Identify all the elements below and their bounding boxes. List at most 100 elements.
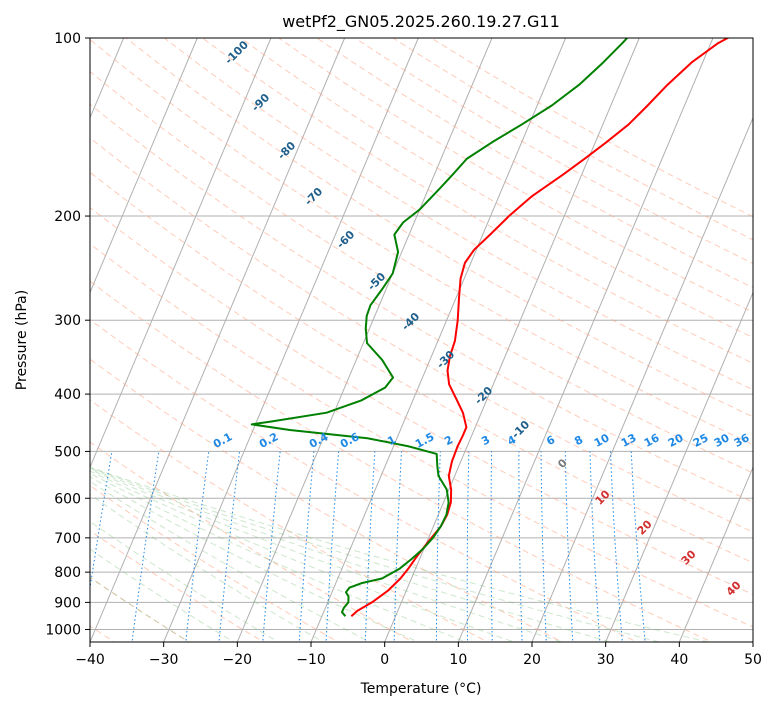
y-tick-label: 800 xyxy=(54,565,81,581)
isotherm-line xyxy=(384,38,640,642)
dry-adiabat-line xyxy=(202,38,753,364)
dry-adiabat-label: -40 xyxy=(399,310,422,333)
x-tick-label: 0 xyxy=(380,652,389,668)
isotherm-line xyxy=(752,640,753,642)
dry-adiabat-line xyxy=(90,243,753,628)
y-tick-label: 100 xyxy=(54,31,81,47)
x-axis: −40 −30 −20 −10 0 10 20 30 40 50 xyxy=(75,642,762,668)
moist-adiabat-line xyxy=(90,470,516,642)
isotherm-line xyxy=(163,38,419,642)
moist-adiabat-line xyxy=(90,468,564,642)
isotherm-line xyxy=(236,38,493,642)
profile-lines xyxy=(250,38,730,618)
chart-title: wetPf2_GN05.2025.260.19.27.G11 xyxy=(282,12,560,32)
mixing-ratio-line xyxy=(589,451,601,642)
x-tick-label: 10 xyxy=(449,652,467,668)
moist-adiabat-line xyxy=(90,493,325,642)
y-tick-label: 200 xyxy=(54,209,81,225)
dry-adiabat-label: 20 xyxy=(635,517,655,537)
mixing-ratio-label: 13 xyxy=(619,431,639,450)
mixing-ratio-line xyxy=(630,451,646,642)
mixing-ratio-line xyxy=(435,451,441,642)
x-tick-label: −20 xyxy=(223,652,253,668)
plot-frame xyxy=(89,37,754,643)
dry-adiabat-line xyxy=(430,38,753,218)
y-tick-label: 400 xyxy=(54,387,81,403)
dry-adiabat-line xyxy=(90,38,753,446)
y-axis: 100 200 300 400 500 600 700 800 900 1000 xyxy=(45,31,90,638)
mixing-ratio-line xyxy=(490,451,493,642)
mixing-ratio-label: 2 xyxy=(442,433,455,448)
mixing-ratio-line xyxy=(218,451,241,642)
y-tick-label: 300 xyxy=(54,313,81,329)
y-axis-label: Pressure (hPa) xyxy=(14,290,30,390)
mixing-ratio-label: 20 xyxy=(666,431,686,450)
mixing-ratio-line xyxy=(540,451,547,642)
mixing-ratio-label: 10 xyxy=(592,431,612,450)
mixing-ratio-label: 3 xyxy=(479,433,492,448)
x-axis-label: Temperature (°C) xyxy=(360,681,482,697)
y-tick-label: 900 xyxy=(54,595,81,611)
mixing-ratio-line xyxy=(609,451,623,642)
mixing-ratio-line xyxy=(518,451,523,642)
isotherm-line xyxy=(457,38,714,642)
moist-adiabat-line xyxy=(90,476,420,642)
y-tick-label: 700 xyxy=(54,531,81,547)
x-tick-label: −40 xyxy=(75,652,105,668)
x-tick-label: −30 xyxy=(149,652,179,668)
y-tick-label: 500 xyxy=(54,444,81,460)
x-tick-label: 40 xyxy=(670,652,688,668)
x-tick-label: −10 xyxy=(296,652,326,668)
mixing-ratio-line xyxy=(325,451,340,642)
mixing-ratio-label: 16 xyxy=(642,431,662,450)
isotherm-line xyxy=(90,38,272,469)
dry-adiabat-line xyxy=(392,38,753,241)
mixing-ratio-label: 30 xyxy=(712,431,732,450)
dry-adiabat-line xyxy=(90,280,713,642)
isotherm-line xyxy=(531,116,753,642)
mixing-ratio-label: 0.1 xyxy=(211,430,234,451)
dry-adiabat-line xyxy=(90,441,414,642)
x-tick-label: 50 xyxy=(744,652,762,668)
mixing-ratio-label: 6 xyxy=(544,433,557,448)
mixing-ratio-line xyxy=(364,451,376,642)
dry-adiabat-line xyxy=(90,70,753,474)
isotherm-line xyxy=(605,291,753,642)
dry-adiabat-label: 40 xyxy=(724,578,744,598)
dry-adiabat-label: -80 xyxy=(275,139,298,162)
in-plot-labels: -100-90-80-70-60-50-40-30-20-10010203040… xyxy=(211,38,752,599)
moist-adiabat-line xyxy=(90,520,280,642)
dry-adiabat-label: -30 xyxy=(434,348,457,371)
mixing-ratio-label: 0.6 xyxy=(338,430,362,451)
moist-adiabat-line xyxy=(90,467,613,642)
dry-adiabat-line xyxy=(90,318,639,642)
isotherm-line xyxy=(90,38,346,642)
mixing-ratio-line xyxy=(393,451,402,642)
dry-adiabat-label: -60 xyxy=(334,228,357,251)
mixing-ratio-label: 25 xyxy=(691,431,711,450)
y-tick-label: 1000 xyxy=(45,622,81,638)
mixing-ratio-line xyxy=(466,451,470,642)
dry-adiabat-label: -50 xyxy=(365,270,388,293)
background-lines xyxy=(90,38,753,642)
mixing-ratio-line xyxy=(298,451,315,642)
dry-adiabat-label: 0 xyxy=(555,456,570,471)
dry-adiabat-line xyxy=(90,399,489,642)
dry-adiabat-line xyxy=(90,206,753,596)
x-tick-label: 20 xyxy=(523,652,541,668)
dry-adiabat-label: -70 xyxy=(302,185,325,208)
dry-adiabat-line xyxy=(90,530,265,642)
dewpoint-line xyxy=(250,38,629,617)
dry-adiabat-label: -90 xyxy=(249,91,272,114)
y-tick-label: 600 xyxy=(54,491,81,507)
mixing-ratio-line xyxy=(564,451,574,642)
mixing-ratio-label: 8 xyxy=(572,433,585,448)
dry-adiabat-line xyxy=(90,358,564,642)
moist-adiabat-line xyxy=(90,467,662,642)
mixing-ratio-label: 36 xyxy=(732,431,752,450)
mixing-ratio-line xyxy=(131,451,160,642)
dry-adiabat-line xyxy=(316,38,753,289)
dry-adiabat-line xyxy=(90,484,340,642)
dry-adiabat-line xyxy=(125,38,753,418)
